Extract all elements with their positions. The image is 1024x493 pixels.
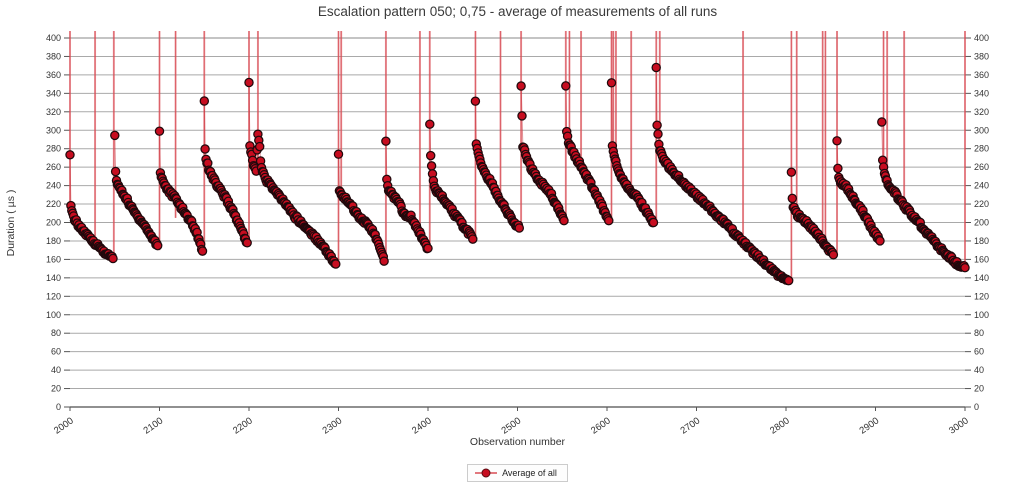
svg-text:80: 80 bbox=[51, 328, 61, 338]
svg-text:0: 0 bbox=[56, 402, 61, 412]
svg-text:400: 400 bbox=[974, 33, 989, 43]
svg-text:340: 340 bbox=[46, 88, 61, 98]
svg-text:2600: 2600 bbox=[589, 415, 613, 436]
svg-text:180: 180 bbox=[46, 236, 61, 246]
svg-text:240: 240 bbox=[974, 181, 989, 191]
svg-text:2100: 2100 bbox=[142, 415, 166, 436]
svg-text:300: 300 bbox=[974, 125, 989, 135]
svg-text:2800: 2800 bbox=[768, 415, 792, 436]
svg-text:220: 220 bbox=[46, 199, 61, 209]
svg-text:2900: 2900 bbox=[858, 415, 882, 436]
svg-text:240: 240 bbox=[46, 181, 61, 191]
svg-text:160: 160 bbox=[46, 254, 61, 264]
svg-text:2000: 2000 bbox=[52, 415, 76, 436]
svg-text:200: 200 bbox=[46, 218, 61, 228]
svg-text:80: 80 bbox=[974, 328, 984, 338]
svg-text:380: 380 bbox=[46, 51, 61, 61]
chart-title: Escalation pattern 050; 0,75 - average o… bbox=[317, 4, 718, 19]
svg-text:140: 140 bbox=[974, 273, 989, 283]
x-axis-ticks: 2000 2100 2200 2300 2400 2500 2600 2700 2800 2900… bbox=[52, 407, 971, 437]
svg-text:40: 40 bbox=[974, 365, 984, 375]
svg-text:0: 0 bbox=[974, 402, 979, 412]
svg-text:320: 320 bbox=[46, 107, 61, 117]
x-axis-title: Observation number bbox=[469, 436, 566, 448]
svg-text:140: 140 bbox=[46, 273, 61, 283]
svg-text:340: 340 bbox=[974, 88, 989, 98]
svg-text:220: 220 bbox=[974, 199, 989, 209]
series-marker-icon bbox=[475, 468, 498, 478]
svg-text:2700: 2700 bbox=[679, 415, 703, 436]
svg-text:100: 100 bbox=[46, 310, 61, 320]
svg-text:260: 260 bbox=[974, 162, 989, 172]
svg-text:20: 20 bbox=[51, 384, 61, 394]
svg-text:60: 60 bbox=[51, 347, 61, 357]
legend-item-average-of-all[interactable]: Average of all bbox=[467, 464, 568, 482]
svg-text:300: 300 bbox=[46, 125, 61, 135]
legend-label: Average of all bbox=[502, 468, 557, 478]
svg-text:120: 120 bbox=[46, 291, 61, 301]
svg-text:280: 280 bbox=[974, 144, 989, 154]
svg-text:280: 280 bbox=[46, 144, 61, 154]
svg-text:120: 120 bbox=[974, 291, 989, 301]
svg-text:160: 160 bbox=[974, 254, 989, 264]
svg-text:380: 380 bbox=[974, 51, 989, 61]
svg-text:200: 200 bbox=[974, 218, 989, 228]
series-average-of-all bbox=[65, 62, 970, 286]
legend: Average of all bbox=[70, 464, 965, 482]
svg-text:2300: 2300 bbox=[321, 415, 345, 436]
svg-text:180: 180 bbox=[974, 236, 989, 246]
svg-text:360: 360 bbox=[974, 70, 989, 80]
svg-text:320: 320 bbox=[974, 107, 989, 117]
svg-text:2400: 2400 bbox=[410, 415, 434, 436]
svg-text:3000: 3000 bbox=[947, 415, 971, 436]
svg-text:400: 400 bbox=[46, 33, 61, 43]
svg-text:40: 40 bbox=[51, 365, 61, 375]
spike-lines bbox=[69, 31, 966, 281]
svg-text:2200: 2200 bbox=[231, 415, 255, 436]
svg-text:2500: 2500 bbox=[500, 415, 524, 436]
svg-text:260: 260 bbox=[46, 162, 61, 172]
svg-text:100: 100 bbox=[974, 310, 989, 320]
svg-text:20: 20 bbox=[974, 384, 984, 394]
svg-text:360: 360 bbox=[46, 70, 61, 80]
svg-text:60: 60 bbox=[974, 347, 984, 357]
